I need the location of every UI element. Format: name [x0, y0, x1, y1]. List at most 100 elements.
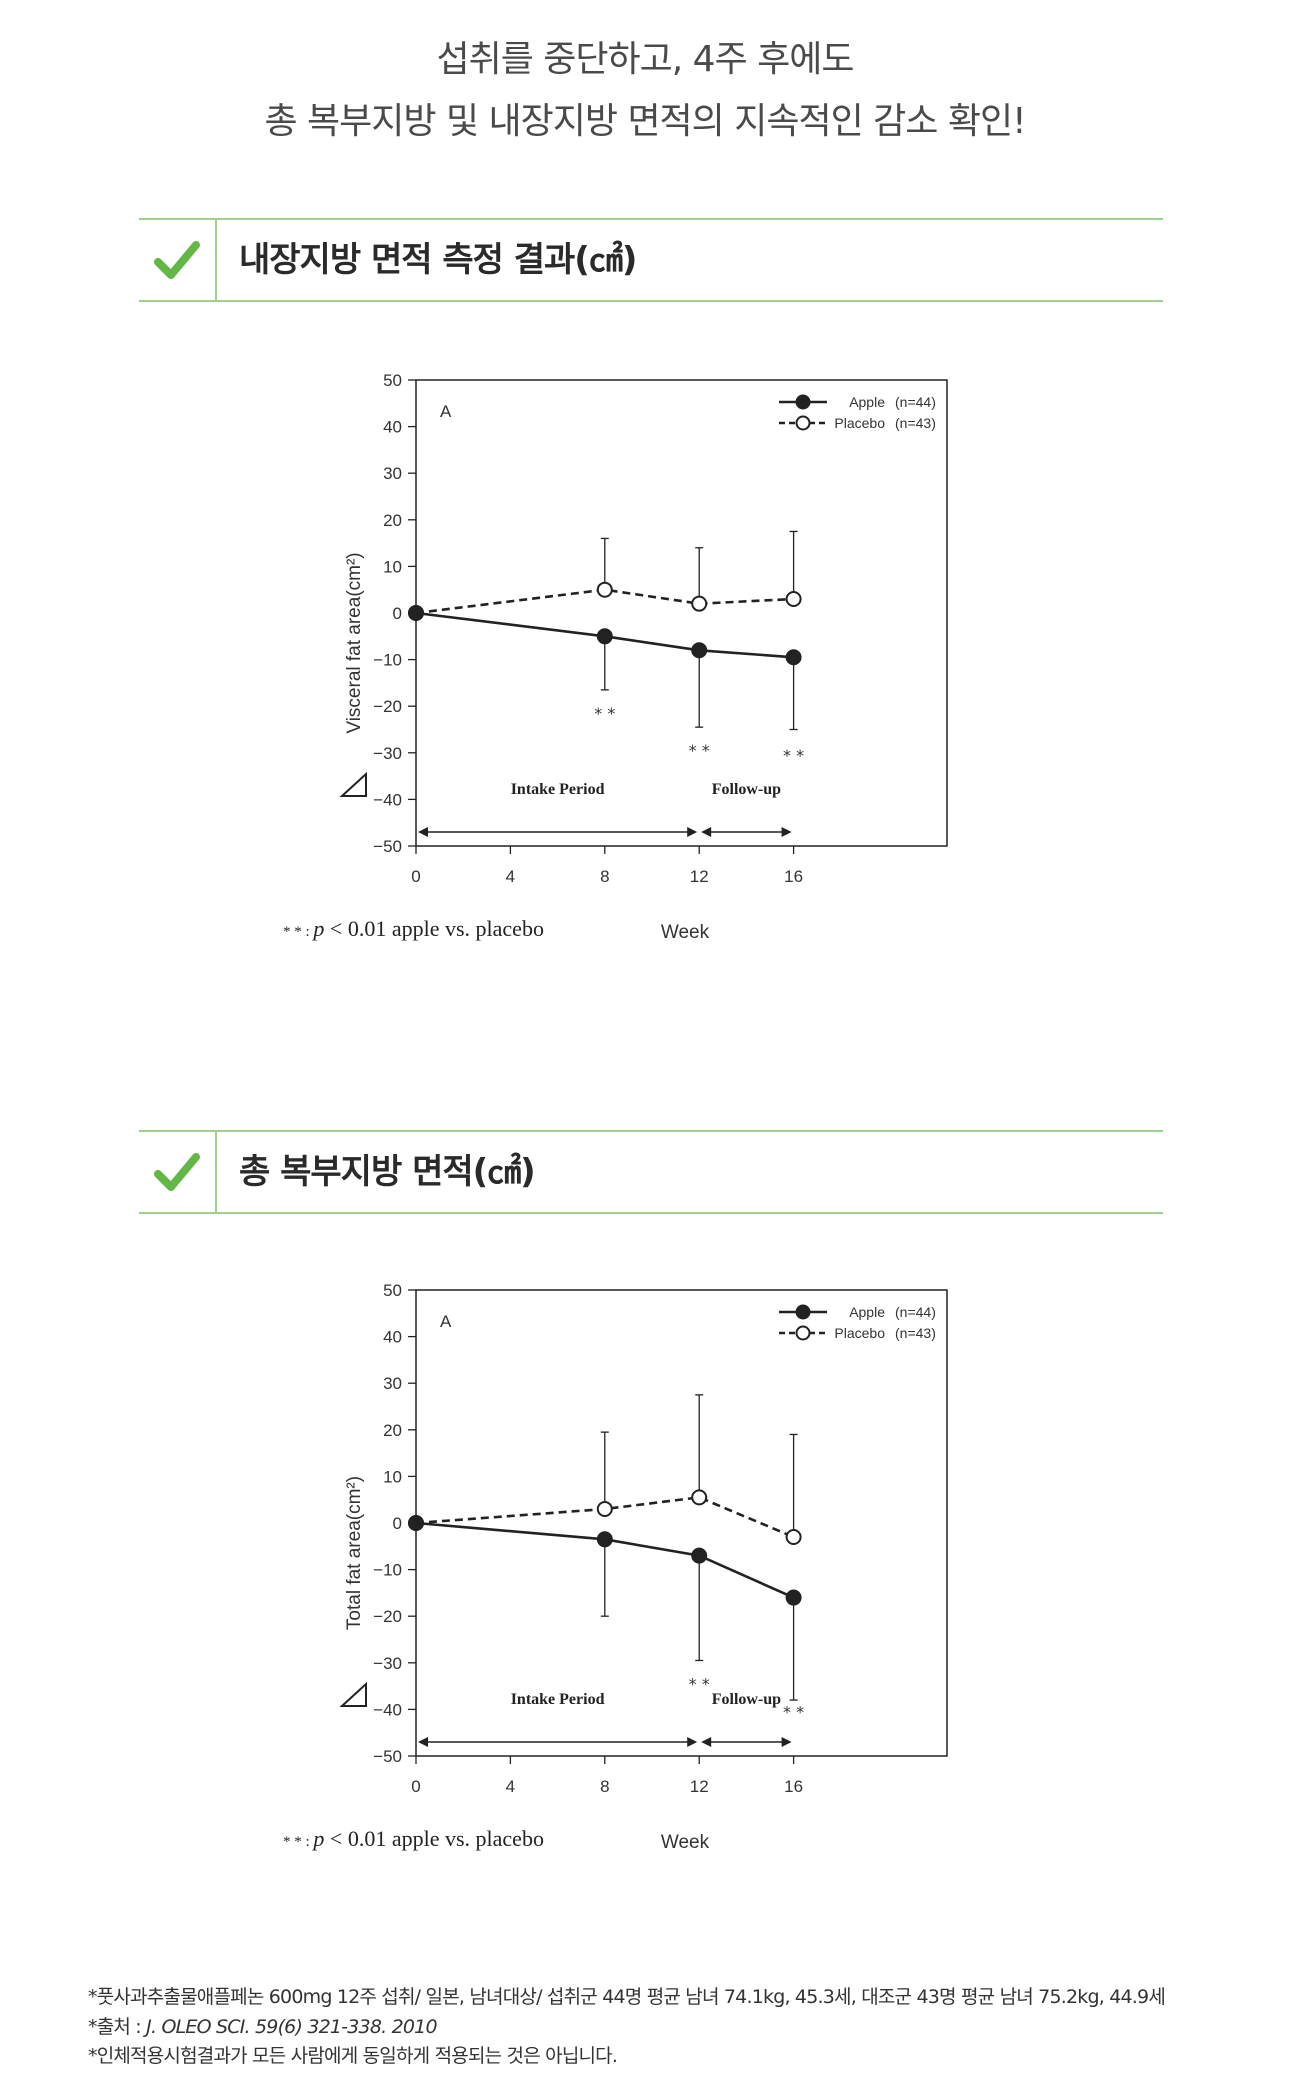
data-point-apple: [408, 605, 424, 621]
period-label: Follow-up: [712, 781, 781, 798]
panel-label: A: [440, 1312, 452, 1331]
x-tick-label: 16: [784, 867, 803, 886]
y-tick-label: 0: [393, 1514, 402, 1533]
period-arrow-head: [701, 827, 712, 837]
legend-marker-placebo: [795, 415, 811, 431]
period-label: Intake Period: [511, 1691, 605, 1708]
data-point-apple: [691, 1547, 708, 1564]
significance-footnote: * * : p < 0.01 apple vs. placebo: [283, 1826, 544, 1851]
legend-label-apple: Apple: [849, 394, 885, 410]
legend-label-placebo: Placebo: [834, 415, 885, 431]
section-header-total: 총 복부지방 면적(㎠): [139, 1130, 1163, 1214]
data-point-apple: [596, 1531, 613, 1548]
panel-label: A: [440, 402, 452, 421]
y-tick-label: −50: [373, 837, 402, 856]
x-axis-label: Week: [661, 1832, 710, 1853]
section-title-total: 총 복부지방 면적(㎠): [239, 1152, 536, 1192]
footnote-stars: * * :: [283, 924, 313, 940]
period-arrow-head: [418, 1737, 428, 1747]
data-point-placebo: [691, 1489, 708, 1506]
y-tick-label: −20: [373, 697, 402, 716]
footnote-text: < 0.01 apple vs. placebo: [330, 916, 544, 941]
period-arrow-head: [687, 1737, 698, 1747]
significance-marker: * *: [689, 1674, 710, 1693]
significance-footnote: * * : p < 0.01 apple vs. placebo: [283, 916, 544, 941]
footnote-p: p: [311, 916, 330, 941]
x-tick-label: 4: [506, 1777, 515, 1796]
y-axis-label: Visceral fat area(cm²): [344, 552, 365, 733]
y-tick-label: 10: [383, 557, 402, 576]
legend-marker-placebo: [795, 1325, 811, 1341]
period-label: Follow-up: [712, 1691, 781, 1708]
data-point-placebo: [596, 581, 613, 598]
series-line-apple: [415, 1521, 795, 1599]
y-tick-label: −50: [373, 1747, 402, 1766]
data-point-apple: [691, 642, 708, 659]
significance-marker: * *: [594, 704, 615, 723]
significance-marker: * *: [783, 1702, 804, 1721]
legend-label-placebo: Placebo: [834, 1325, 885, 1341]
check-icon: [154, 1153, 200, 1191]
legend-marker-apple: [795, 394, 811, 410]
delta-symbol: [339, 771, 367, 797]
y-tick-label: −30: [373, 744, 402, 763]
data-point-apple: [408, 1515, 424, 1531]
x-tick-label: 12: [690, 1777, 709, 1796]
y-tick-label: 30: [383, 1374, 402, 1393]
legend-n-apple: (n=44): [895, 1304, 936, 1320]
significance-marker: * *: [689, 741, 710, 760]
data-point-placebo: [785, 1528, 802, 1545]
y-tick-label: −20: [373, 1607, 402, 1626]
y-tick-label: −10: [373, 1561, 402, 1580]
y-tick-label: 0: [393, 604, 402, 623]
note-source-journal: J. OLEO SCI. 59(6) 321-338. 2010: [146, 2016, 437, 2038]
period-arrow-head: [781, 827, 792, 837]
y-tick-label: 30: [383, 464, 402, 483]
y-tick-label: 50: [383, 371, 402, 390]
x-tick-label: 0: [411, 1777, 420, 1796]
total-fat-chart: 50 40 30 20 10 0 −10 −20 −30 −40 −50 0 4 8 12 16 Week Tot…: [283, 1281, 948, 1853]
y-tick-label: 40: [383, 1328, 402, 1347]
x-tick-label: 16: [784, 1777, 803, 1796]
period-arrow-head: [781, 1737, 792, 1747]
x-tick-label: 8: [600, 867, 609, 886]
legend-n-apple: (n=44): [895, 394, 936, 410]
y-tick-label: −10: [373, 651, 402, 670]
y-tick-label: 20: [383, 1421, 402, 1440]
data-point-apple: [596, 628, 613, 645]
y-tick-label: 20: [383, 511, 402, 530]
note-source-prefix: *출처 :: [88, 2016, 147, 2038]
period-arrow-head: [701, 1737, 712, 1747]
significance-marker: * *: [783, 746, 804, 765]
data-point-placebo: [785, 591, 802, 608]
footnote-p: p: [311, 1826, 330, 1851]
note-study-info: *풋사과추출물애플페논 600mg 12주 섭취/ 일본, 남녀대상/ 섭취군 …: [88, 1986, 1166, 2008]
y-tick-label: 10: [383, 1467, 402, 1486]
note-source: *출처 : J. OLEO SCI. 59(6) 321-338. 2010: [88, 2012, 438, 2039]
period-arrow-head: [418, 827, 428, 837]
x-tick-label: 12: [690, 867, 709, 886]
x-tick-label: 4: [506, 867, 515, 886]
legend-label-apple: Apple: [849, 1304, 885, 1320]
y-tick-label: 40: [383, 418, 402, 437]
period-label: Intake Period: [511, 781, 605, 798]
legend-marker-apple: [795, 1304, 811, 1320]
data-point-apple: [785, 1589, 802, 1606]
headline-line-1: 섭취를 중단하고, 4주 후에도: [436, 39, 855, 80]
series-line-apple: [415, 611, 794, 659]
note-disclaimer: *인체적용시험결과가 모든 사람에게 동일하게 적용되는 것은 아닙니다.: [88, 2045, 618, 2067]
data-point-placebo: [691, 595, 708, 612]
x-tick-label: 8: [600, 1777, 609, 1796]
legend-n-placebo: (n=43): [895, 415, 936, 431]
period-arrow-head: [687, 827, 698, 837]
legend-n-placebo: (n=43): [895, 1325, 936, 1341]
plot-frame: [415, 1289, 948, 1757]
x-tick-label: 0: [411, 867, 420, 886]
visceral-fat-chart: 50 40 30 20 10 0 −10 −20 −30 −40 −50 0 4 8 12 16 Week Vis…: [283, 371, 948, 943]
section-title-visceral: 내장지방 면적 측정 결과(㎠): [239, 240, 637, 280]
series-line-placebo: [415, 1496, 795, 1539]
plot-frame: [415, 379, 948, 847]
headline-line-2: 총 복부지방 및 내장지방 면적의 지속적인 감소 확인!: [264, 101, 1026, 142]
check-icon: [154, 241, 200, 279]
y-tick-label: −40: [373, 1700, 402, 1719]
